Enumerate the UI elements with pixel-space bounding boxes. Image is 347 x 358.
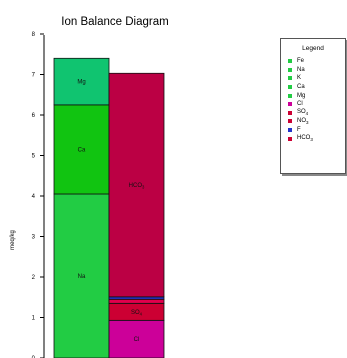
y-tick-label: 2 xyxy=(32,275,36,281)
legend-item-na: Na xyxy=(288,66,345,75)
legend-item-cl: Cl xyxy=(288,100,345,109)
y-tick-label: 1 xyxy=(32,316,36,322)
bar-segment-cl xyxy=(108,319,165,358)
legend-label: Ca xyxy=(297,84,305,91)
legend-swatch xyxy=(288,119,292,124)
legend-list: Fe Na K Ca Mg Cl SO4 NO3 F HCO3 xyxy=(281,57,345,143)
legend-swatch xyxy=(288,128,292,133)
chart-title: Ion Balance Diagram xyxy=(61,16,168,28)
y-tick-label: 6 xyxy=(32,113,36,119)
legend-item-mg: Mg xyxy=(288,91,345,100)
legend-item-ca: Ca xyxy=(288,83,345,92)
legend-swatch xyxy=(288,85,292,90)
legend-swatch xyxy=(288,136,292,141)
legend-label: NO3 xyxy=(297,117,309,126)
legend-label: SO4 xyxy=(297,109,309,117)
bar-segment-no3 xyxy=(108,298,165,304)
legend-swatch xyxy=(288,93,292,98)
legend-label: Cl xyxy=(297,101,303,108)
legend-label: Fe xyxy=(297,58,305,65)
legend-label: K xyxy=(297,75,302,82)
legend-swatch xyxy=(288,102,292,107)
legend-item-so4: SO4 xyxy=(288,109,345,118)
y-tick-label: 0 xyxy=(32,356,36,358)
segment-label-cl: Cl xyxy=(134,337,140,343)
segment-label-ca: Ca xyxy=(78,147,86,153)
y-tick-label: 4 xyxy=(32,194,36,200)
legend: Legend Fe Na K Ca Mg Cl SO4 NO3 F HCO3 xyxy=(280,38,346,174)
y-tick-label: 8 xyxy=(32,32,36,38)
legend-item-k: K xyxy=(288,74,345,83)
legend-item-fe: Fe xyxy=(288,57,345,66)
legend-swatch xyxy=(288,76,292,81)
legend-swatch xyxy=(288,110,292,115)
legend-item-hco3: HCO3 xyxy=(288,134,345,143)
legend-title: Legend xyxy=(302,45,324,52)
y-axis-label: meq/kg xyxy=(10,230,16,250)
segment-label-so4: SO4 xyxy=(131,310,143,317)
y-tick-label: 5 xyxy=(32,154,36,160)
legend-item-no3: NO3 xyxy=(288,117,345,126)
legend-label: HCO3 xyxy=(297,135,313,143)
legend-label: F xyxy=(297,127,301,134)
bar-segment-hco3 xyxy=(108,72,165,298)
segment-label-hco3: HCO3 xyxy=(129,183,145,190)
segment-label-mg: Mg xyxy=(77,80,85,86)
legend-swatch xyxy=(288,59,292,64)
legend-item-f: F xyxy=(288,126,345,135)
bar-segment-mg xyxy=(53,57,110,106)
y-tick-label: 3 xyxy=(32,235,36,241)
y-tick-label: 7 xyxy=(32,73,36,79)
segment-label-na: Na xyxy=(78,274,86,280)
legend-swatch xyxy=(288,67,292,72)
legend-label: Mg xyxy=(297,92,306,99)
legend-label: Na xyxy=(297,66,305,73)
